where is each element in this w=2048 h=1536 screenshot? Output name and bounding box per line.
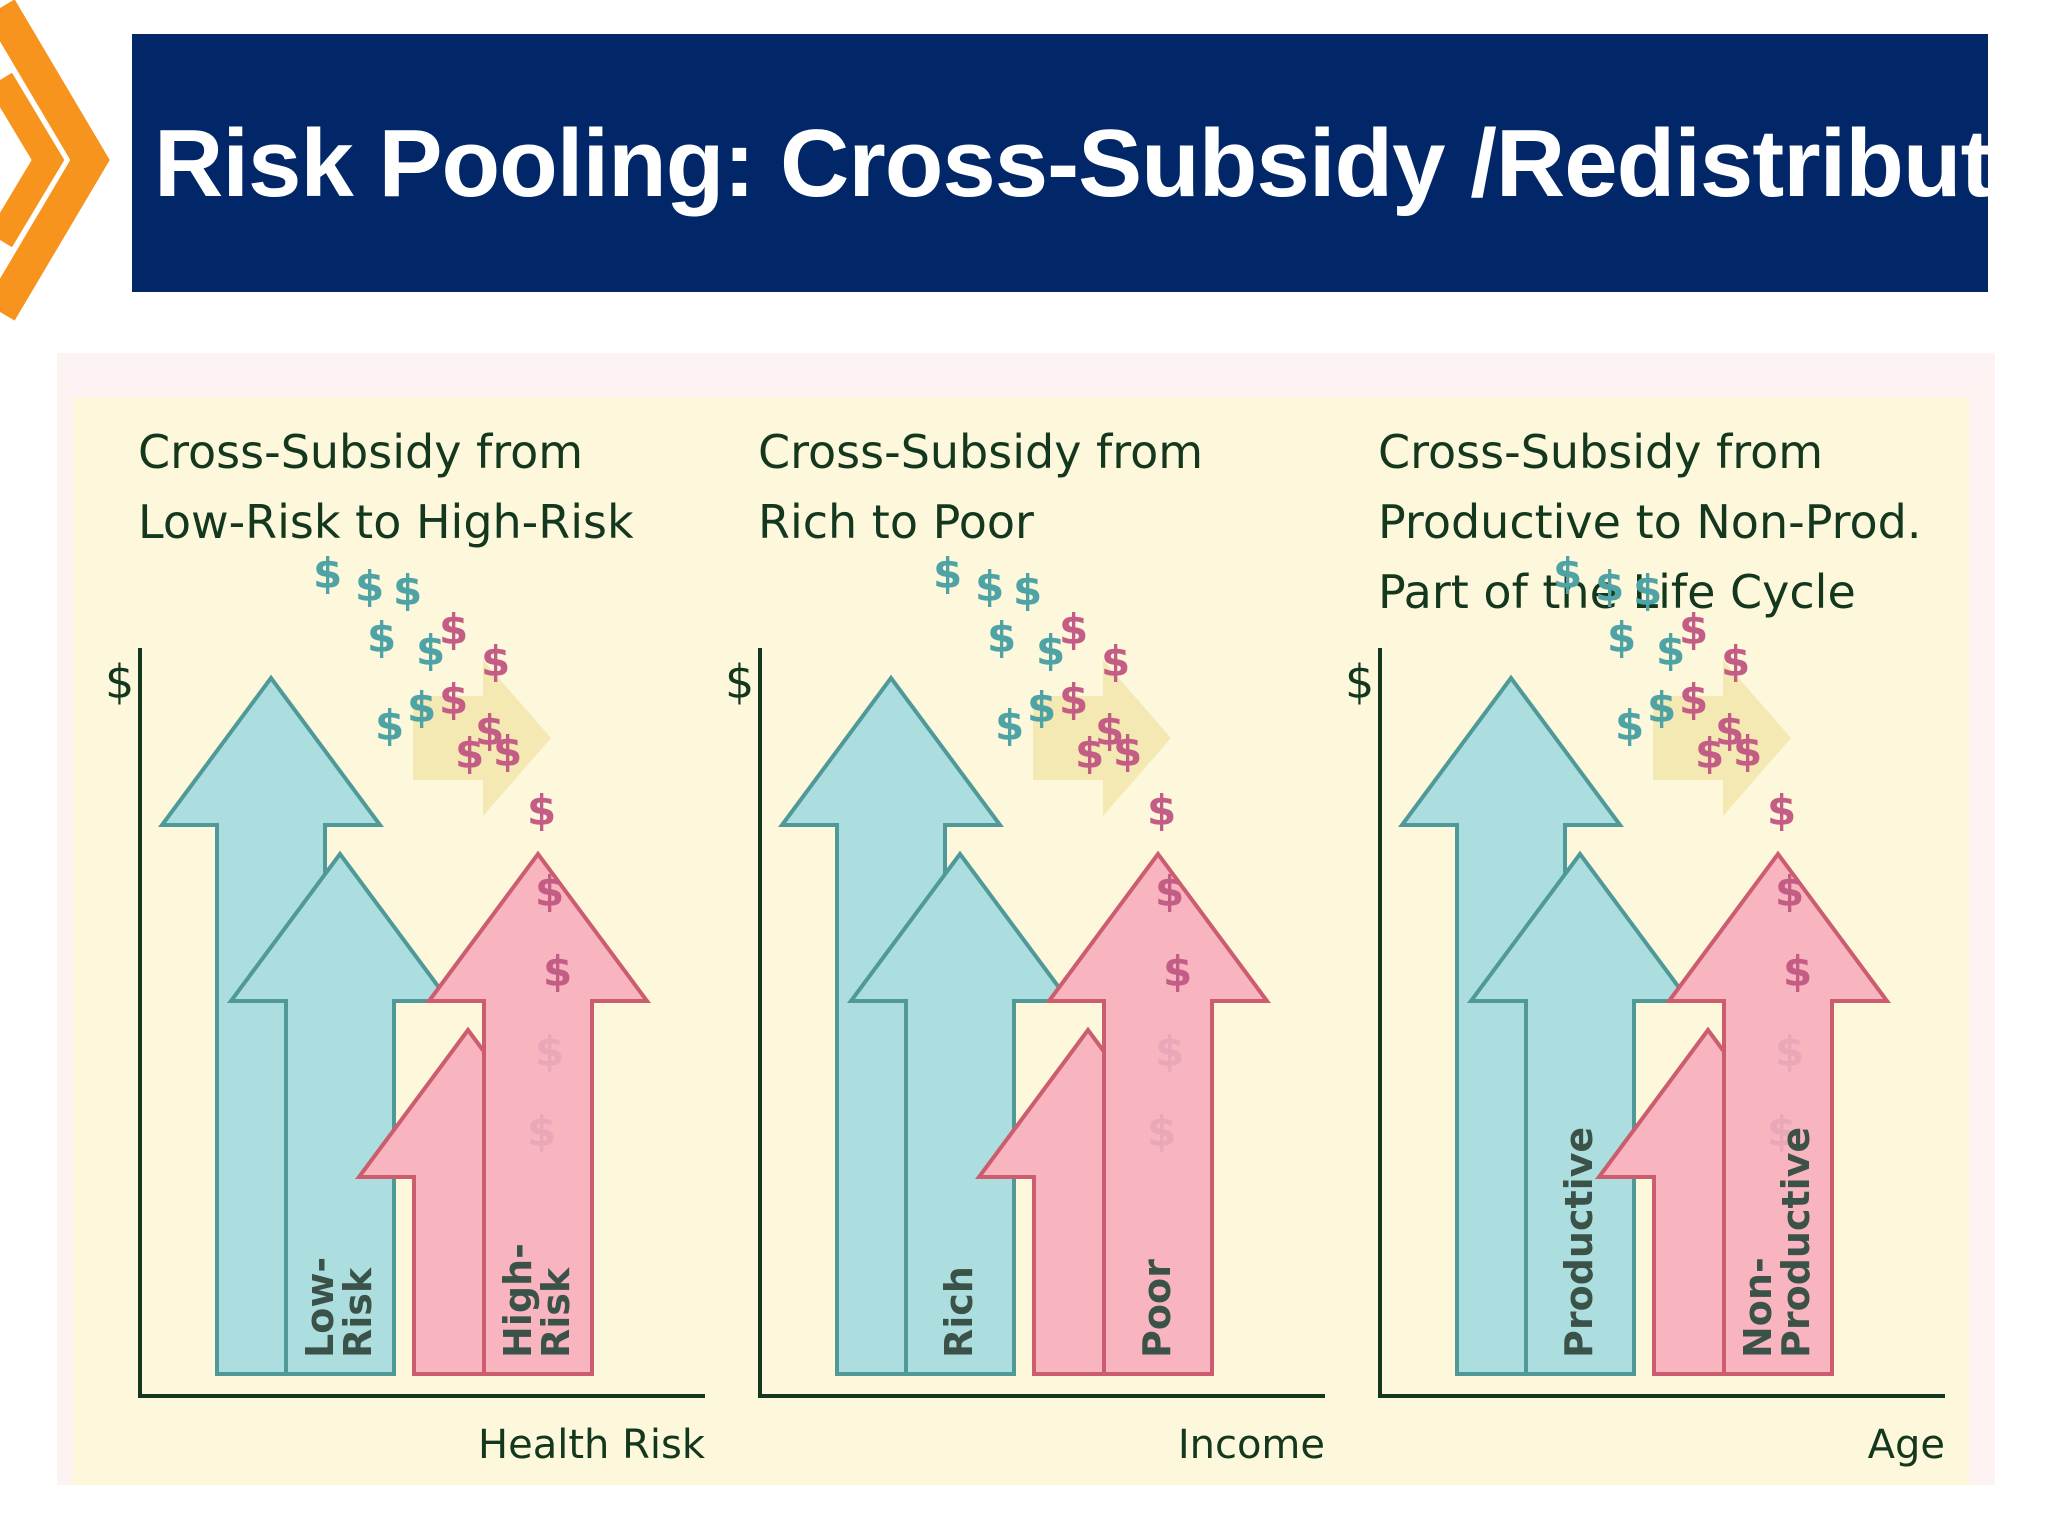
source-label: Risk: [336, 1267, 380, 1358]
dollar-sign-icon: $: [393, 566, 422, 615]
dollar-sign-icon: $: [313, 549, 342, 598]
dollar-sign-icon: $: [975, 562, 1004, 611]
dollar-sign-icon: $: [1607, 613, 1636, 662]
target-label: Poor: [1135, 1259, 1179, 1358]
dollar-sign-icon: $: [987, 613, 1016, 662]
dollar-sign-icon: $: [1715, 706, 1744, 755]
dollar-sign-icon: $: [1647, 683, 1676, 732]
target-label: Non-: [1736, 1257, 1780, 1358]
dollar-sign-icon: $: [543, 947, 572, 996]
dollar-sign-icon: $: [355, 562, 384, 611]
panel-title-line: Cross-Subsidy from: [758, 425, 1203, 479]
dollar-sign-icon: $: [367, 613, 396, 662]
dollar-sign-icon: $: [1679, 605, 1708, 654]
dollar-sign-icon: $: [535, 867, 564, 916]
dollar-sign-icon: $: [1679, 675, 1708, 724]
dollar-sign-icon: $: [1147, 786, 1176, 835]
y-axis-label: $: [1345, 655, 1374, 709]
dollar-sign-icon: $: [1553, 549, 1582, 598]
y-axis-label: $: [725, 655, 754, 709]
x-axis-label: Age: [1868, 1422, 1945, 1468]
dollar-sign-icon: $: [1633, 566, 1662, 615]
transfer-arrow-icon: [1033, 660, 1171, 816]
dollar-sign-icon: $: [1147, 1107, 1176, 1156]
dollar-sign-icon: $: [1733, 727, 1762, 776]
dollar-sign-icon: $: [1615, 701, 1644, 750]
dollar-sign-icon: $: [933, 549, 962, 598]
dollar-sign-icon: $: [481, 637, 510, 686]
dollar-sign-icon: $: [416, 626, 445, 675]
dollar-sign-icon: $: [1095, 706, 1124, 755]
dollar-sign-icon: $: [1013, 566, 1042, 615]
axes: [1378, 648, 1945, 1398]
page-title: Risk Pooling: Cross-Subsidy /Redistribut…: [154, 110, 2048, 217]
dollar-sign-icon: $: [1695, 729, 1724, 778]
panel-title-line: Rich to Poor: [758, 495, 1034, 549]
target-label: Productive: [1774, 1127, 1818, 1358]
dollar-sign-icon: $: [375, 701, 404, 750]
dollar-sign-icon: $: [1775, 867, 1804, 916]
dollar-sign-icon: $: [1155, 1027, 1184, 1076]
dollar-sign-icon: $: [1721, 637, 1750, 686]
dollar-sign-icon: $: [527, 1107, 556, 1156]
dollar-sign-icon: $: [1027, 683, 1056, 732]
dollar-sign-icon: $: [527, 786, 556, 835]
dollar-sign-icon: $: [1101, 637, 1130, 686]
target-arrow-front: [425, 850, 651, 1376]
source-label: Rich: [937, 1266, 981, 1358]
panel-title-line: Low-Risk to High-Risk: [138, 495, 634, 549]
dollar-sign-icon: $: [407, 683, 436, 732]
title-bar: Risk Pooling: Cross-Subsidy /Redistribut…: [132, 34, 2048, 292]
axes: [758, 648, 1325, 1398]
dollar-sign-icon: $: [1059, 605, 1088, 654]
x-axis-label: Income: [1178, 1422, 1325, 1468]
dollar-sign-icon: $: [1036, 626, 1065, 675]
dollar-sign-icon: $: [1775, 1027, 1804, 1076]
source-arrow-front: [847, 850, 1073, 1376]
dollar-sign-icon: $: [455, 729, 484, 778]
dollar-sign-icon: $: [1163, 947, 1192, 996]
target-arrow-front: [1665, 850, 1891, 1376]
source-arrow-front: [1467, 850, 1693, 1376]
dollar-sign-icon: $: [1767, 1107, 1796, 1156]
axes: [138, 648, 705, 1398]
dollar-sign-icon: $: [1113, 727, 1142, 776]
dollar-sign-icon: $: [1783, 947, 1812, 996]
transfer-arrow-icon: [413, 660, 551, 816]
transfer-arrow-icon: [1653, 660, 1791, 816]
dollar-sign-icon: $: [475, 706, 504, 755]
dollar-sign-icon: $: [1155, 867, 1184, 916]
source-label: Low-: [298, 1257, 342, 1358]
panel-title-line: Part of the Life Cycle: [1378, 565, 1856, 619]
x-axis-label: Health Risk: [478, 1422, 706, 1468]
panel-title-line: Productive to Non-Prod.: [1378, 495, 1922, 549]
chevron-logo-icon: [0, 0, 110, 321]
dollar-sign-icon: $: [493, 727, 522, 776]
dollar-sign-icon: $: [1767, 786, 1796, 835]
dollar-sign-icon: $: [1075, 729, 1104, 778]
dollar-sign-icon: $: [1059, 675, 1088, 724]
source-arrow-front: [227, 850, 453, 1376]
panel-title-line: Cross-Subsidy from: [1378, 425, 1823, 479]
target-label: High-: [496, 1243, 540, 1358]
diagram-panel-area: Cross-Subsidy from Low-Risk to High-Risk $…: [73, 398, 1969, 1485]
target-label: Risk: [534, 1267, 578, 1358]
dollar-sign-icon: $: [1595, 562, 1624, 611]
dollar-sign-icon: $: [439, 605, 468, 654]
target-arrow-front: [1045, 850, 1271, 1376]
dollar-sign-icon: $: [535, 1027, 564, 1076]
panel-title-line: Cross-Subsidy from: [138, 425, 583, 479]
panel-3: Cross-Subsidy from Productive to Non-Prod…: [1345, 425, 1945, 1468]
dollar-sign-icon: $: [1656, 626, 1685, 675]
dollar-sign-icon: $: [439, 675, 468, 724]
y-axis-label: $: [105, 655, 134, 709]
source-label: Productive: [1557, 1127, 1601, 1358]
dollar-sign-icon: $: [995, 701, 1024, 750]
